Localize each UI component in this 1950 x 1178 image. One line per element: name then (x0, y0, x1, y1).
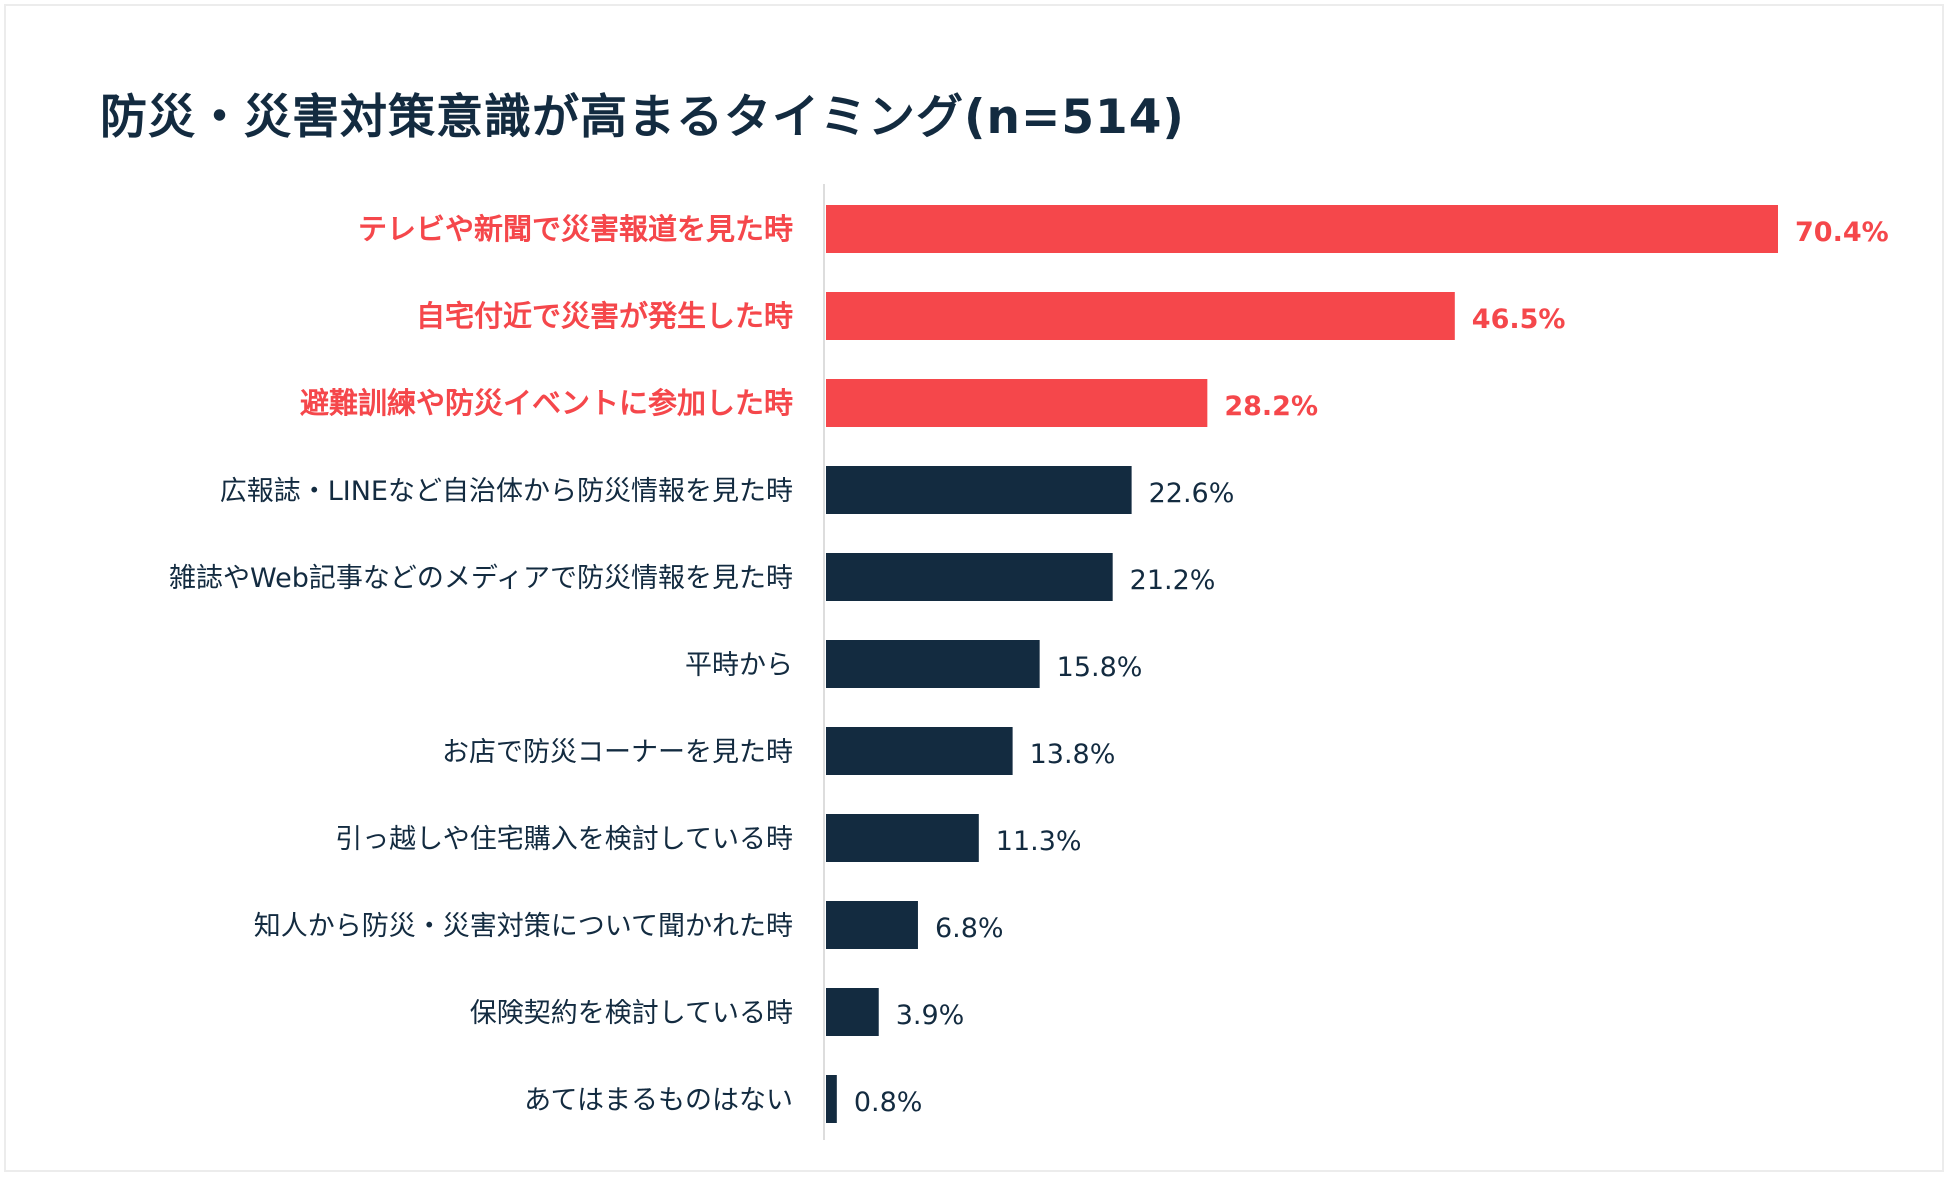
bar-3 (826, 379, 1208, 427)
bar-10 (826, 988, 879, 1036)
bar-7 (826, 727, 1013, 775)
bar-11 (826, 1075, 837, 1123)
value-label-3: 28.2% (1224, 391, 1318, 422)
value-label-11: 0.8% (854, 1087, 923, 1118)
value-label-2: 46.5% (1472, 304, 1566, 335)
bar-5 (826, 553, 1113, 601)
category-label-8: 引っ越しや住宅購入を検討している時 (335, 824, 793, 855)
bar-1 (826, 205, 1778, 253)
value-label-5: 21.2% (1130, 565, 1216, 596)
bar-9 (826, 901, 918, 949)
value-label-6: 15.8% (1057, 652, 1143, 683)
category-label-3: 避難訓練や防災イベントに参加した時 (300, 386, 793, 420)
bar-6 (826, 640, 1040, 688)
value-label-4: 22.6% (1149, 478, 1235, 509)
value-label-9: 6.8% (935, 913, 1004, 944)
category-label-6: 平時から (685, 650, 793, 681)
category-label-5: 雑誌やWeb記事などのメディアで防災情報を見た時 (169, 563, 793, 594)
category-label-1: テレビや新聞で災害報道を見た時 (358, 212, 793, 246)
value-label-7: 13.8% (1030, 739, 1116, 770)
bar-2 (826, 292, 1455, 340)
bars-layer (826, 205, 1778, 1123)
category-label-2: 自宅付近で災害が発生した時 (416, 299, 793, 333)
category-label-7: お店で防災コーナーを見た時 (442, 737, 793, 768)
bar-8 (826, 814, 979, 862)
category-label-4: 広報誌・LINEなど自治体から防災情報を見た時 (220, 476, 793, 507)
bar-4 (826, 466, 1132, 514)
category-label-10: 保険契約を検討している時 (470, 998, 793, 1029)
category-label-11: あてはまるものはない (524, 1085, 793, 1116)
value-label-1: 70.4% (1795, 217, 1889, 248)
labels-layer: テレビや新聞で災害報道を見た時 70.4% 自宅付近で災害が発生した時 46.5% 避難… (169, 212, 1889, 1118)
value-label-8: 11.3% (996, 826, 1082, 857)
chart-title: 防災・災害対策意識が高まるタイミング(n=514) (100, 90, 1185, 145)
value-label-10: 3.9% (896, 1000, 965, 1031)
category-label-9: 知人から防災・災害対策について聞かれた時 (254, 911, 793, 942)
